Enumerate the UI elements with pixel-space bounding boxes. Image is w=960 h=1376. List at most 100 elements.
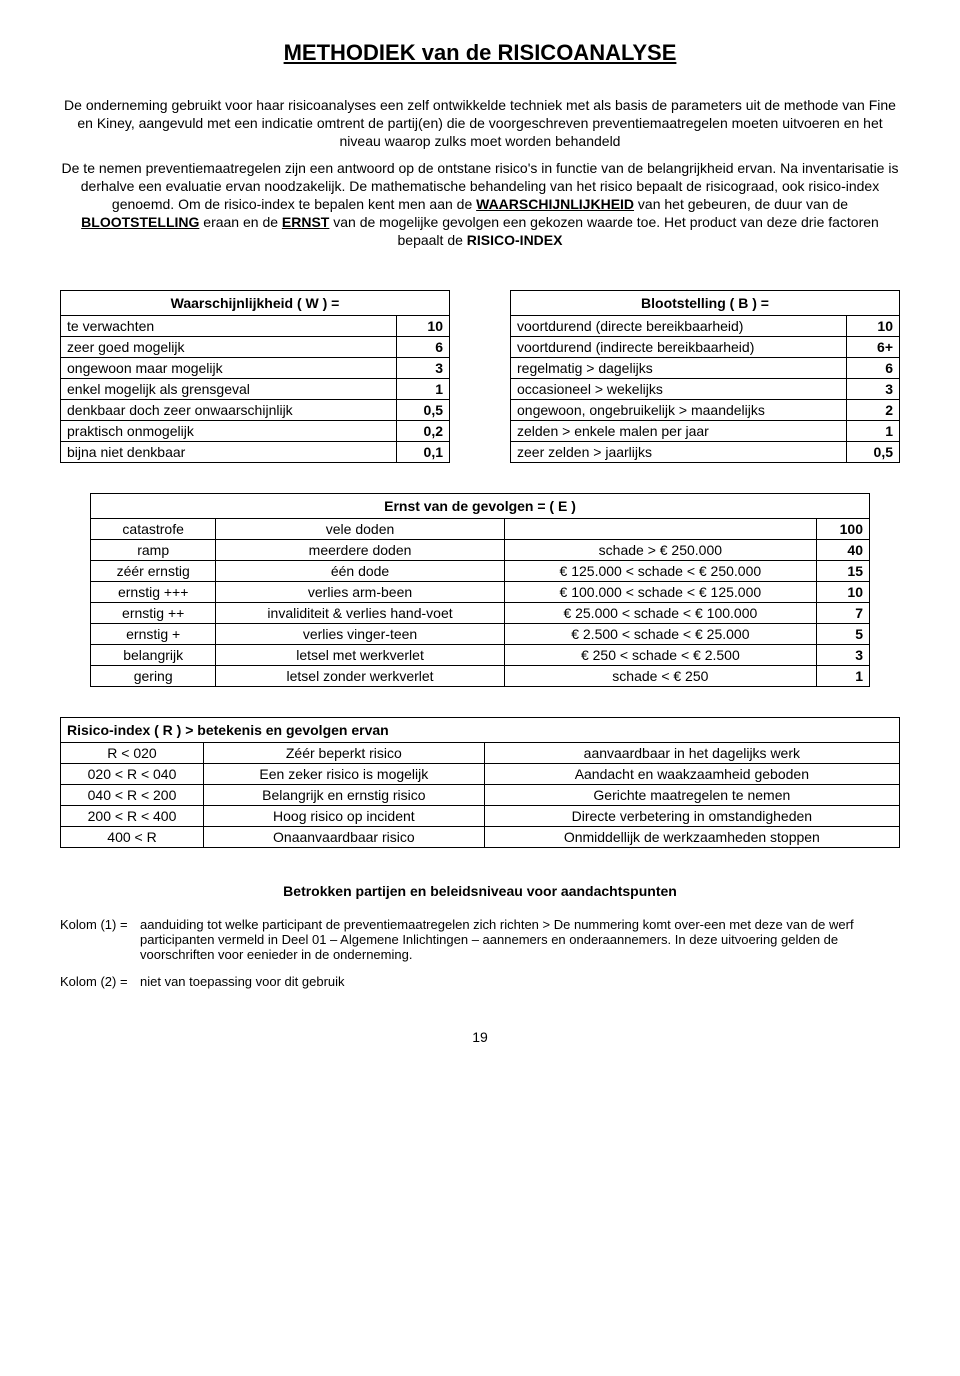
cell-label: ongewoon, ongebruikelijk > maandelijks xyxy=(511,399,847,420)
cell: Zéér beperkt risico xyxy=(204,742,485,763)
cell: invaliditeit & verlies hand-voet xyxy=(216,602,504,623)
cell: Een zeker risico is mogelijk xyxy=(204,763,485,784)
cell-label: regelmatig > dagelijks xyxy=(511,357,847,378)
cell: Hoog risico op incident xyxy=(204,805,485,826)
cell-value: 3 xyxy=(397,357,450,378)
cell: € 100.000 < schade < € 125.000 xyxy=(504,581,816,602)
table-r-header: Risico-index ( R ) > betekenis en gevolg… xyxy=(61,717,900,742)
table-blootstelling: Blootstelling ( B ) = voortdurend (direc… xyxy=(510,290,900,463)
cell: ernstig + xyxy=(91,623,216,644)
table-ernst: Ernst van de gevolgen = ( E ) catastrofe… xyxy=(90,493,870,687)
cell: Onmiddellijk de werkzaamheden stoppen xyxy=(484,826,899,847)
cell-value: 0,5 xyxy=(847,441,900,462)
cell: aanvaardbaar in het dagelijks werk xyxy=(484,742,899,763)
cell-value: 1 xyxy=(847,420,900,441)
table-b-header: Blootstelling ( B ) = xyxy=(511,290,900,315)
cell-label: te verwachten xyxy=(61,315,397,336)
cell: meerdere doden xyxy=(216,539,504,560)
table-row: voortdurend (directe bereikbaarheid)10 xyxy=(511,315,900,336)
cell: € 250 < schade < € 2.500 xyxy=(504,644,816,665)
table-row: praktisch onmogelijk0,2 xyxy=(61,420,450,441)
table-row: belangrijkletsel met werkverlet€ 250 < s… xyxy=(91,644,870,665)
table-row: rampmeerdere dodenschade > € 250.00040 xyxy=(91,539,870,560)
cell-value: 2 xyxy=(847,399,900,420)
cell-value: 0,5 xyxy=(397,399,450,420)
table-row: 040 < R < 200Belangrijk en ernstig risic… xyxy=(61,784,900,805)
cell: letsel zonder werkverlet xyxy=(216,665,504,686)
table-row: zeer goed mogelijk6 xyxy=(61,336,450,357)
cell: schade < € 250 xyxy=(504,665,816,686)
cell-value: 1 xyxy=(397,378,450,399)
table-row: zéér ernstigéén dode€ 125.000 < schade <… xyxy=(91,560,870,581)
cell-value: 6+ xyxy=(847,336,900,357)
table-row: 200 < R < 400Hoog risico op incidentDire… xyxy=(61,805,900,826)
cell: schade > € 250.000 xyxy=(504,539,816,560)
table-row: regelmatig > dagelijks6 xyxy=(511,357,900,378)
cell: Belangrijk en ernstig risico xyxy=(204,784,485,805)
table-row: geringletsel zonder werkverletschade < €… xyxy=(91,665,870,686)
cell-label: denkbaar doch zeer onwaarschijnlijk xyxy=(61,399,397,420)
table-risico-index: Risico-index ( R ) > betekenis en gevolg… xyxy=(60,717,900,848)
cell: verlies arm-been xyxy=(216,581,504,602)
kolom-2-text: niet van toepassing voor dit gebruik xyxy=(140,974,900,989)
table-waarschijnlijkheid: Waarschijnlijkheid ( W ) = te verwachten… xyxy=(60,290,450,463)
cell: letsel met werkverlet xyxy=(216,644,504,665)
cell: vele doden xyxy=(216,518,504,539)
cell-value: 0,2 xyxy=(397,420,450,441)
intro-text: van het gebeuren, de duur van de xyxy=(634,196,848,212)
table-row: te verwachten10 xyxy=(61,315,450,336)
cell: ernstig ++ xyxy=(91,602,216,623)
cell: € 125.000 < schade < € 250.000 xyxy=(504,560,816,581)
cell: verlies vinger-teen xyxy=(216,623,504,644)
cell: 040 < R < 200 xyxy=(61,784,204,805)
cell-value: 15 xyxy=(817,560,870,581)
table-row: 400 < ROnaanvaardbaar risicoOnmiddellijk… xyxy=(61,826,900,847)
table-row: enkel mogelijk als grensgeval1 xyxy=(61,378,450,399)
term-risico-index: RISICO-INDEX xyxy=(467,232,563,248)
page-title: METHODIEK van de RISICOANALYSE xyxy=(60,40,900,66)
cell-value: 5 xyxy=(817,623,870,644)
table-w-header: Waarschijnlijkheid ( W ) = xyxy=(61,290,450,315)
cell-label: zelden > enkele malen per jaar xyxy=(511,420,847,441)
table-e-header: Ernst van de gevolgen = ( E ) xyxy=(91,493,870,518)
table-row: R < 020Zéér beperkt risicoaanvaardbaar i… xyxy=(61,742,900,763)
kolom-1-label: Kolom (1) = xyxy=(60,917,140,962)
cell-label: praktisch onmogelijk xyxy=(61,420,397,441)
table-risico-wrap: Risico-index ( R ) > betekenis en gevolg… xyxy=(60,717,900,848)
cell-value: 10 xyxy=(847,315,900,336)
cell: één dode xyxy=(216,560,504,581)
cell-label: voortdurend (indirecte bereikbaarheid) xyxy=(511,336,847,357)
cell-value: 0,1 xyxy=(397,441,450,462)
kolom-1-text: aanduiding tot welke participant de prev… xyxy=(140,917,900,962)
cell-label: bijna niet denkbaar xyxy=(61,441,397,462)
table-row: ernstig +verlies vinger-teen€ 2.500 < sc… xyxy=(91,623,870,644)
cell-label: voortdurend (directe bereikbaarheid) xyxy=(511,315,847,336)
term-blootstelling: BLOOTSTELLING xyxy=(81,214,199,230)
cell: 020 < R < 040 xyxy=(61,763,204,784)
footer-title: Betrokken partijen en beleidsniveau voor… xyxy=(60,883,900,899)
cell-value: 3 xyxy=(847,378,900,399)
intro-text: van de mogelijke gevolgen een gekozen wa… xyxy=(329,214,878,248)
table-ernst-wrap: Ernst van de gevolgen = ( E ) catastrofe… xyxy=(60,493,900,687)
cell: Gerichte maatregelen te nemen xyxy=(484,784,899,805)
cell: catastrofe xyxy=(91,518,216,539)
table-row: ongewoon maar mogelijk3 xyxy=(61,357,450,378)
footer-section: Betrokken partijen en beleidsniveau voor… xyxy=(60,883,900,989)
kolom-2-label: Kolom (2) = xyxy=(60,974,140,989)
cell: € 25.000 < schade < € 100.000 xyxy=(504,602,816,623)
cell-label: zeer zelden > jaarlijks xyxy=(511,441,847,462)
term-waarschijnlijkheid: WAARSCHIJNLIJKHEID xyxy=(476,196,634,212)
cell-label: ongewoon maar mogelijk xyxy=(61,357,397,378)
intro-text: eraan en de xyxy=(199,214,282,230)
cell: zéér ernstig xyxy=(91,560,216,581)
cell-value: 40 xyxy=(817,539,870,560)
cell-value: 7 xyxy=(817,602,870,623)
table-row: catastrofevele doden 100 xyxy=(91,518,870,539)
term-ernst: ERNST xyxy=(282,214,329,230)
cell-label: zeer goed mogelijk xyxy=(61,336,397,357)
tables-row-wb: Waarschijnlijkheid ( W ) = te verwachten… xyxy=(60,290,900,463)
table-row: denkbaar doch zeer onwaarschijnlijk0,5 xyxy=(61,399,450,420)
cell-value: 6 xyxy=(397,336,450,357)
cell-value: 6 xyxy=(847,357,900,378)
cell-value: 100 xyxy=(817,518,870,539)
